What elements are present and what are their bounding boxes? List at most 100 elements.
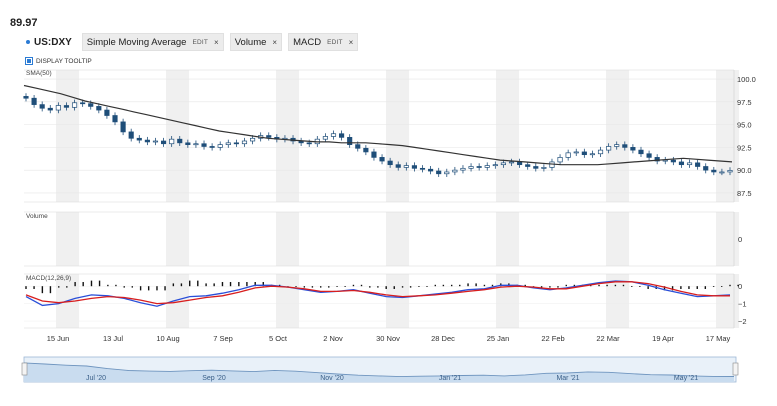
histogram-bar [131,286,134,288]
candle-body [152,140,159,143]
remove-sma-close-icon[interactable]: × [214,37,219,47]
macd-histogram [25,280,739,294]
display-tooltip-label: DISPLAY TOOLTIP [36,57,92,65]
candle-body [606,146,612,151]
histogram-bar [712,286,715,287]
indicator-chip-sma[interactable]: Simple Moving Average EDIT × [81,33,224,51]
histogram-bar [213,283,215,287]
histogram-bar [254,282,256,287]
candle [622,141,628,151]
candle-body [411,165,417,169]
histogram-bar [565,284,567,287]
candle-body [517,161,523,166]
candle-body [589,153,596,156]
histogram-bar [123,286,125,288]
month-band [716,274,740,328]
histogram-bar [197,280,199,287]
date-tick-label: 7 Sep [213,334,233,343]
right-handle-icon[interactable] [732,362,739,376]
edit-macd-button[interactable]: EDIT [327,38,343,46]
candle-body [128,131,134,139]
tooltip-checkbox-icon[interactable] [25,57,33,65]
price-tick-label: 95.0 [737,121,752,130]
histogram-bar [573,284,576,287]
display-tooltip-toggle[interactable]: DISPLAY TOOLTIP [25,57,92,65]
remove-macd-close-icon[interactable]: × [348,37,354,47]
histogram-bar [344,286,346,287]
left-handle-grip [21,362,28,376]
candle [347,134,353,148]
candle-body [112,115,118,123]
histogram-bar [639,286,641,287]
candle [193,140,199,148]
price-gridlines [24,69,734,203]
price-axis: 87.5 90.0 92.5 95.0 97.5 100.0 [733,70,756,202]
histogram-bar [688,286,690,289]
date-tick-label: 2 Nov [323,334,343,343]
candle-body [339,133,345,138]
left-handle-icon[interactable] [21,362,28,376]
histogram-bar [622,284,625,287]
month-band [276,70,300,202]
histogram-bar [180,283,183,287]
candle [387,157,393,168]
candle [719,168,725,176]
candle-body [484,165,490,168]
macd-tick-label: −2 [738,317,747,326]
candle [573,148,579,157]
symbol-chip[interactable]: US:DXY [22,34,76,50]
candle [395,161,401,171]
indicator-chip-volume[interactable]: Volume × [229,33,283,51]
remove-volume-close-icon[interactable]: × [272,37,278,47]
candle [541,164,547,172]
histogram-bar [557,286,559,288]
histogram-bar [147,286,150,291]
range-navigator[interactable]: Jul '20 Sep '20 Nov '20 Jan '21 Mar '21 May '… [21,356,739,383]
candle [177,136,183,147]
candle [606,143,612,154]
candle [533,163,539,172]
right-handle-grip [732,362,739,376]
volume-axis: 0 [24,211,742,267]
candle-body [557,157,563,163]
navigator-line [23,362,735,378]
candle [330,130,337,140]
candle [144,136,150,146]
month-band [276,274,300,328]
date-tick-label: 15 Jun [47,334,70,343]
candle [233,139,239,147]
series-color-dot-icon [26,40,30,44]
candle [476,163,482,171]
histogram-bar [483,284,486,287]
candle-body [686,162,693,166]
candle-body [703,166,709,171]
month-band [496,70,520,202]
candle [727,167,733,176]
candle-body [266,135,272,138]
candle [597,146,604,157]
candle [695,159,701,170]
histogram-bar [41,286,44,294]
candle [225,139,231,148]
histogram-bar [450,284,453,287]
candle-body [695,162,701,167]
candle [500,159,506,168]
edit-sma-button[interactable]: EDIT [192,38,209,46]
month-band [386,70,410,202]
histogram-bar [704,286,707,289]
candle [128,128,134,142]
candle-body [169,138,175,145]
candle-body [460,167,466,171]
date-tick-label: 28 Dec [431,334,455,343]
candle-body [363,147,369,153]
volume-tick-label: 0 [738,235,742,244]
month-band [56,212,80,266]
indicator-chip-macd[interactable]: MACD EDIT × [288,33,359,51]
candle-body [646,153,652,158]
candle-body [508,161,515,164]
candle [428,166,434,175]
candle-body [39,104,45,109]
candle-body [419,167,426,170]
candle-body [193,143,199,146]
